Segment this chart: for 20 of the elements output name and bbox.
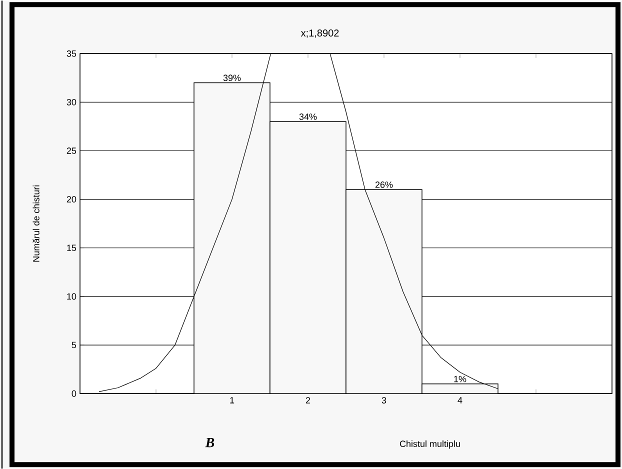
annotation: 39% (223, 74, 241, 81)
x-tick-label: 3 (382, 397, 386, 404)
y-tick-label: 10 (67, 293, 76, 300)
x-tick-label: 4 (458, 397, 462, 404)
annotation: 34% (299, 113, 317, 120)
y-tick-label: 5 (72, 342, 76, 348)
y-tick-label: 30 (66, 98, 76, 106)
annotation: 1% (454, 376, 466, 382)
y-tick-label: 15 (67, 244, 76, 251)
chart-title: x;1,8902 (300, 29, 339, 38)
text: B (205, 438, 214, 448)
x-tick-label: 2 (306, 397, 310, 404)
y-tick-label: 35 (66, 50, 76, 57)
y-tick-label: 20 (66, 196, 76, 202)
annotation: 26% (375, 181, 393, 188)
y-tick-label: 25 (66, 147, 76, 154)
x-axis-title: Chistul multiplu (400, 440, 460, 449)
y-axis-title: Numărul de chisturi (32, 185, 40, 262)
y-tick-label: 0 (72, 390, 76, 397)
x-tick-label: 1 (230, 397, 234, 404)
